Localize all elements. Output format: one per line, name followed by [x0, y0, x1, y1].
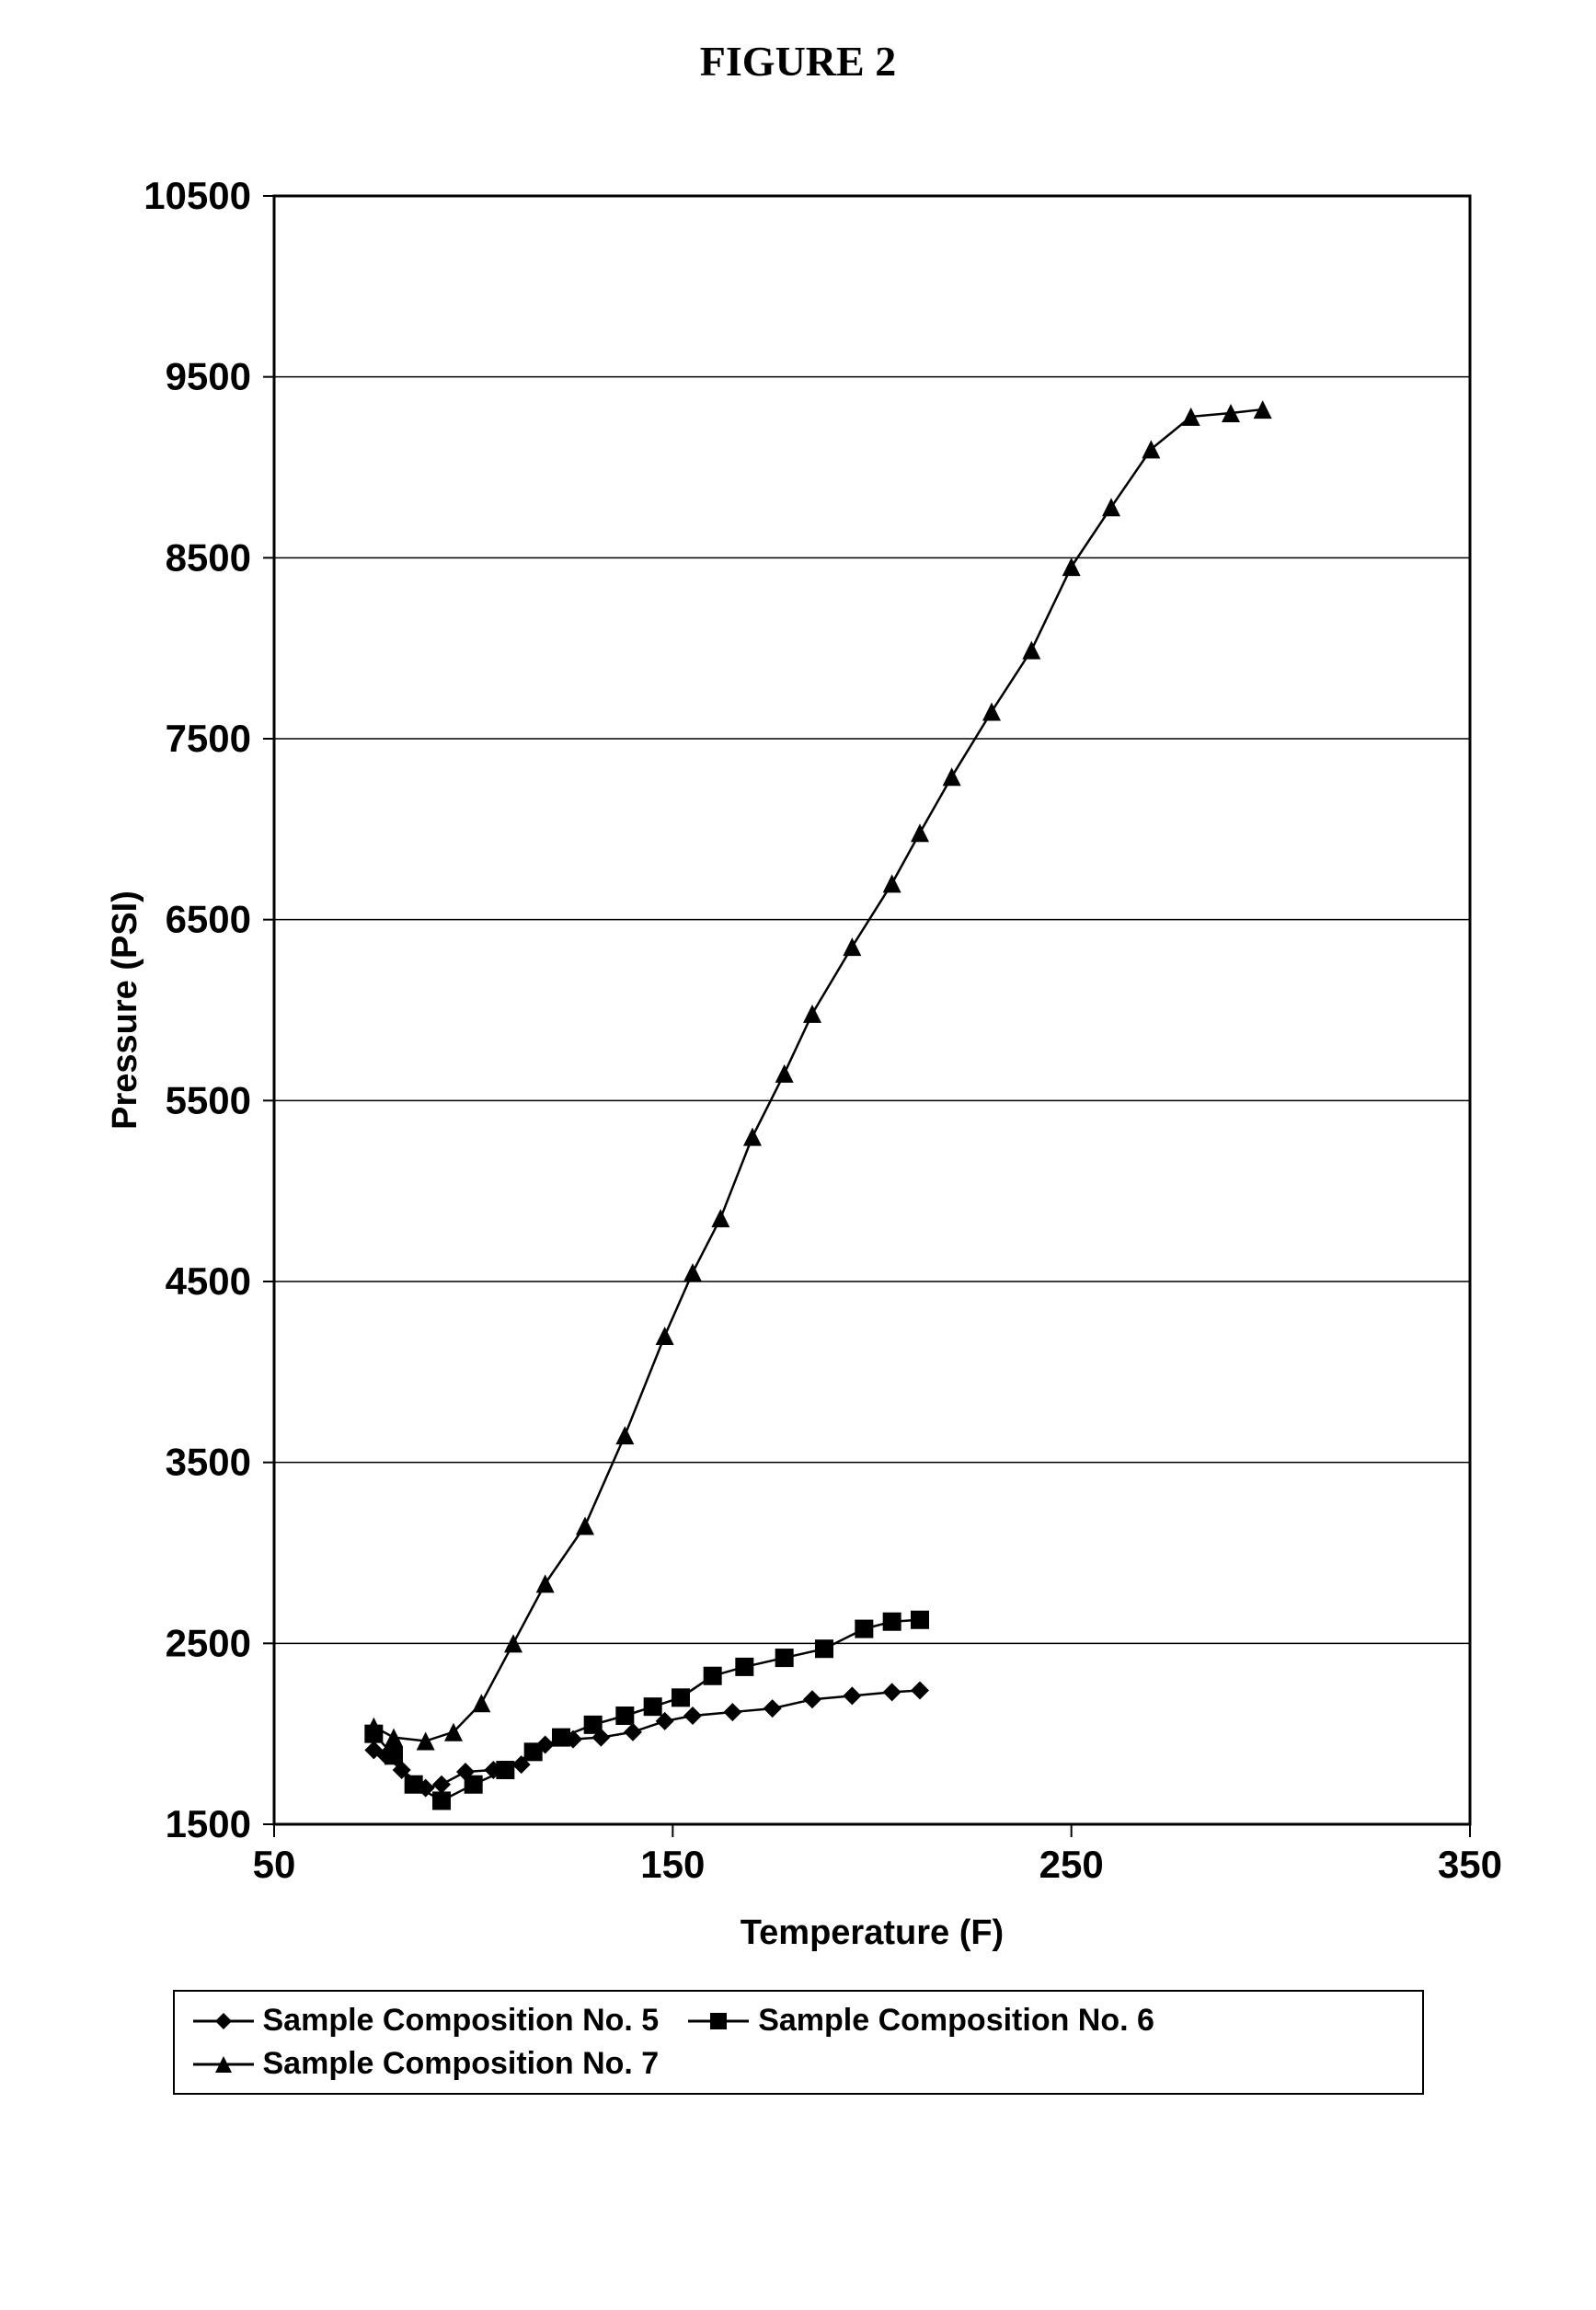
svg-text:1500: 1500 [165, 1802, 250, 1845]
svg-text:250: 250 [1039, 1843, 1103, 1886]
svg-text:3500: 3500 [165, 1441, 250, 1484]
chart-svg: 1500 2500 3500 4500 5500 6500 7500 8500 9500 1050… [90, 141, 1507, 1981]
legend-item: Sample Composition No. 5 [191, 2003, 660, 2039]
legend-label: Sample Composition No. 7 [263, 2046, 660, 2082]
svg-text:5500: 5500 [165, 1078, 250, 1121]
svg-text:350: 350 [1437, 1843, 1501, 1886]
svg-text:6500: 6500 [165, 898, 250, 941]
legend-item: Sample Composition No. 7 [191, 2046, 660, 2082]
svg-text:50: 50 [252, 1843, 295, 1886]
legend-label: Sample Composition No. 6 [758, 2003, 1154, 2039]
svg-text:4500: 4500 [165, 1259, 250, 1303]
svg-text:9500: 9500 [165, 355, 250, 398]
svg-text:10500: 10500 [144, 174, 251, 217]
y-axis-label: Pressure (PSI) [106, 891, 144, 1130]
svg-text:8500: 8500 [165, 535, 250, 579]
svg-text:150: 150 [640, 1843, 705, 1886]
x-axis-label: Temperature (F) [740, 1914, 1003, 1952]
legend: Sample Composition No. 5 Sample Compositi… [173, 1990, 1424, 2095]
legend-label: Sample Composition No. 5 [263, 2003, 660, 2039]
figure-title: FIGURE 2 [37, 37, 1559, 86]
legend-item: Sample Composition No. 6 [686, 2003, 1154, 2039]
svg-text:7500: 7500 [165, 717, 250, 760]
svg-text:2500: 2500 [165, 1621, 250, 1664]
chart: 1500 2500 3500 4500 5500 6500 7500 8500 9500 1050… [90, 141, 1507, 1981]
